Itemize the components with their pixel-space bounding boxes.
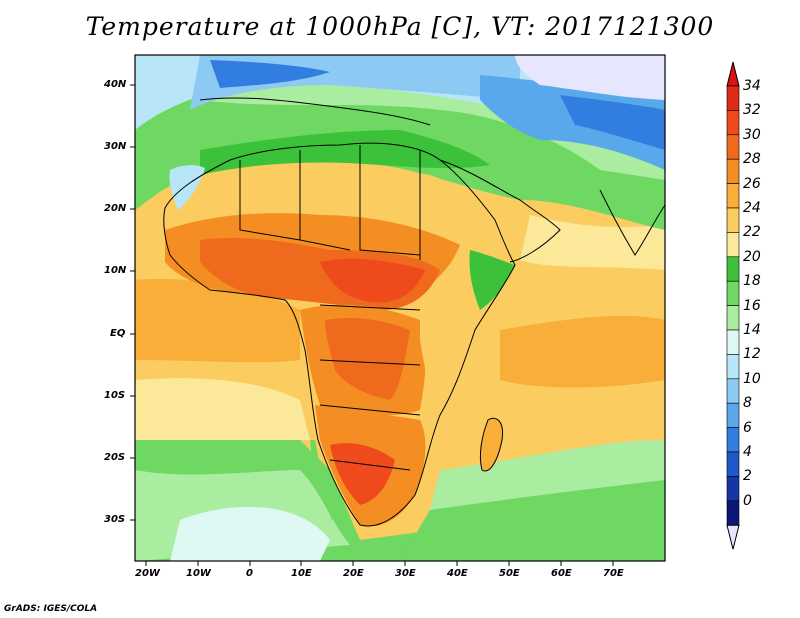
- border-6: [319, 359, 421, 366]
- region-east-africa: [420, 308, 470, 410]
- lon-label-10e: 10E: [291, 568, 312, 579]
- colorbar-swatch: [726, 427, 740, 453]
- border-2: [299, 150, 351, 251]
- map-plot-area: [135, 55, 665, 561]
- border-7: [319, 404, 421, 416]
- colorbar-label: 32: [743, 102, 761, 119]
- region-north-africa-coast: [200, 130, 490, 175]
- lon-label-60e: 60E: [551, 568, 572, 579]
- colorbar: [726, 61, 740, 550]
- colorbar-label: 2: [743, 468, 752, 485]
- lat-label-30s: 30S: [104, 514, 126, 525]
- region-namib-cool: [310, 440, 340, 520]
- colorbar-label: 26: [743, 175, 761, 192]
- colorbar-swatch: [726, 256, 740, 282]
- border-5: [319, 304, 421, 311]
- region-himalaya-missing: [515, 55, 665, 100]
- colorbar-swatch: [726, 329, 740, 355]
- colorbar-label: 10: [743, 370, 761, 387]
- colorbar-swatch: [726, 354, 740, 380]
- colorbar-label: 18: [743, 273, 761, 290]
- colorbar-swatch: [726, 280, 740, 306]
- colorbar-label: 22: [743, 224, 761, 241]
- mediterranean-coast: [199, 97, 431, 126]
- map-title: Temperature at 1000hPa [C], VT: 20171213…: [85, 12, 715, 41]
- colorbar-swatch: [726, 134, 740, 160]
- region-southern-indian-mid: [430, 440, 665, 510]
- region-asia-deep: [560, 95, 665, 150]
- lon-label-0: 0: [246, 568, 253, 579]
- colorbar-under-triangle: [726, 524, 740, 550]
- colorbar-swatch: [726, 305, 740, 331]
- border-1: [239, 160, 301, 241]
- lat-label-10s: 10S: [104, 390, 126, 401]
- colorbar-label: 0: [743, 492, 752, 509]
- colorbar-swatch: [726, 476, 740, 502]
- region-arabian-sea: [520, 215, 665, 270]
- colorbar-label: 6: [743, 419, 752, 436]
- colorbar-swatch: [726, 378, 740, 404]
- colorbar-label: 28: [743, 151, 761, 168]
- colorbar-label: 34: [743, 78, 761, 94]
- region-congo-hot: [325, 318, 410, 400]
- colorbar-label: 24: [743, 200, 761, 216]
- region-indian-warm2: [500, 315, 665, 388]
- colorbar-swatch: [726, 158, 740, 184]
- axis-ticks: [130, 84, 614, 566]
- lon-label-50e: 50E: [499, 568, 520, 579]
- lat-label-eq: EQ: [110, 328, 126, 339]
- colorbar-swatch: [726, 110, 740, 136]
- lat-label-30n: 30N: [104, 141, 127, 152]
- lat-label-20n: 20N: [104, 203, 127, 214]
- colorbar-label: 8: [743, 395, 752, 412]
- colorbar-label: 12: [743, 346, 761, 363]
- colorbar-label: 20: [743, 248, 761, 265]
- colorbar-swatch: [726, 183, 740, 209]
- lat-label-20s: 20S: [104, 452, 126, 463]
- lon-label-20w: 20W: [135, 568, 160, 579]
- lat-label-40n: 40N: [104, 79, 127, 90]
- region-west-sahara-pale: [169, 165, 205, 210]
- region-central-africa-red: [320, 258, 425, 303]
- africa-coastline: [163, 142, 516, 527]
- region-horn-of-africa: [469, 250, 515, 310]
- lon-label-30e: 30E: [395, 568, 416, 579]
- colorbar-swatch: [726, 451, 740, 477]
- colorbar-over-triangle: [726, 61, 740, 87]
- colorbar-label: 16: [743, 297, 761, 314]
- india-coast: [599, 189, 666, 256]
- lon-label-70e: 70E: [603, 568, 624, 579]
- colorbar-label: 30: [743, 126, 761, 143]
- colorbar-label: 4: [743, 444, 752, 460]
- region-equatorial-atlantic: [135, 279, 300, 363]
- border-3: [359, 145, 421, 256]
- colorbar-swatch: [726, 232, 740, 258]
- lon-label-20e: 20E: [343, 568, 364, 579]
- border-8: [329, 459, 411, 471]
- lon-label-40e: 40E: [447, 568, 468, 579]
- credit-text: GrADS: IGES/COLA: [4, 604, 98, 614]
- region-southern-indian-cool: [400, 470, 665, 561]
- madagascar-outline: [479, 417, 504, 472]
- region-europe-deep: [210, 60, 330, 88]
- region-asia-blue: [480, 75, 665, 170]
- colorbar-label: 14: [743, 322, 761, 338]
- colorbar-swatch: [726, 402, 740, 428]
- coastlines-and-borders: [163, 97, 666, 527]
- region-kalahari-hot: [330, 443, 395, 505]
- arabia-coast: [439, 159, 561, 263]
- region-madagascar: [480, 418, 503, 471]
- region-mid-south-atlantic: [135, 378, 310, 440]
- colorbar-swatch: [726, 85, 740, 111]
- lon-label-10w: 10W: [186, 568, 211, 579]
- lat-label-10n: 10N: [104, 265, 127, 276]
- region-south-atlantic-icy: [170, 506, 330, 561]
- map-frame: [134, 54, 666, 562]
- colorbar-swatch: [726, 500, 740, 526]
- colorbar-swatch: [726, 207, 740, 233]
